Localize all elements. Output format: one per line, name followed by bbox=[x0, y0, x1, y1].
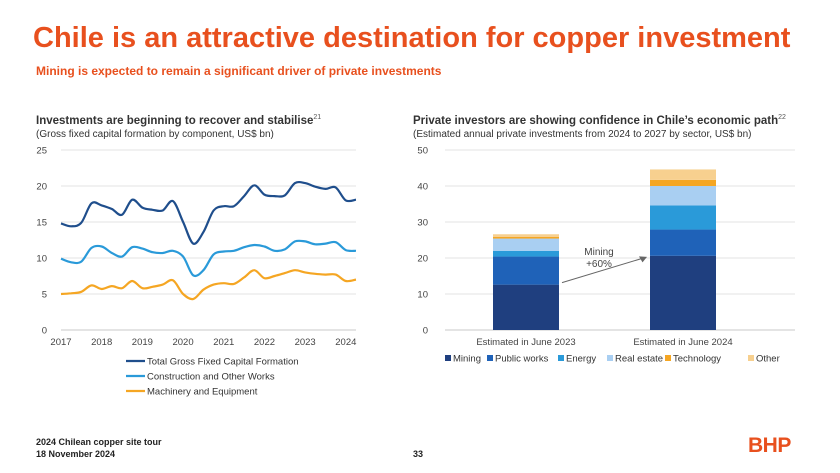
annotation-arrow bbox=[561, 257, 645, 284]
footer-date: 18 November 2024 bbox=[36, 449, 116, 459]
series-line-3 bbox=[60, 269, 357, 301]
left-chart-subtitle: (Gross fixed capital formation by compon… bbox=[36, 129, 274, 140]
bhp-logo: BHP bbox=[748, 434, 791, 457]
right-chart-subtitle: (Estimated annual private investments fr… bbox=[413, 129, 752, 140]
series-line-1 bbox=[60, 180, 357, 245]
right-chart-footnote-ref: 22 bbox=[778, 114, 786, 121]
y-tick-label: 10 bbox=[417, 290, 428, 301]
y-tick-label: 0 bbox=[423, 326, 428, 337]
annotation-label: +60% bbox=[586, 259, 612, 270]
y-tick-label: 40 bbox=[417, 182, 428, 193]
right-chart-title-text: Private investors are showing confidence… bbox=[413, 114, 779, 127]
legend-swatch bbox=[445, 355, 451, 361]
annotation-label: Mining bbox=[584, 247, 613, 258]
y-tick-label: 5 bbox=[42, 290, 47, 301]
x-tick-label: 2021 bbox=[213, 337, 234, 348]
page-number: 33 bbox=[413, 449, 424, 459]
right-chart-title: Private investors are showing confidence… bbox=[413, 114, 786, 127]
y-tick-label: 15 bbox=[36, 218, 47, 229]
legend-label: Energy bbox=[566, 354, 596, 365]
y-tick-label: 25 bbox=[36, 146, 47, 157]
legend-swatch bbox=[748, 355, 754, 361]
legend-swatch bbox=[558, 355, 564, 361]
y-tick-label: 20 bbox=[417, 254, 428, 265]
x-category-label: Estimated in June 2024 bbox=[633, 337, 732, 348]
page-subtitle: Mining is expected to remain a significa… bbox=[36, 64, 442, 78]
legend-label: Other bbox=[756, 354, 780, 365]
y-tick-label: 0 bbox=[42, 326, 47, 337]
annotation-arrowhead bbox=[639, 256, 647, 263]
x-tick-label: 2017 bbox=[50, 337, 71, 348]
x-tick-label: 2020 bbox=[172, 337, 193, 348]
legend-label: Public works bbox=[495, 354, 549, 365]
bar-segment bbox=[493, 236, 559, 239]
line-chart: 0 5 10 15 20 25 2017 2018 2019 2020 2021 2022 2023 20… bbox=[36, 146, 357, 398]
y-tick-label: 50 bbox=[417, 146, 428, 157]
bar-segment bbox=[493, 256, 559, 285]
bar-segment bbox=[493, 250, 559, 257]
bar-segment bbox=[493, 284, 559, 330]
legend-label: Technology bbox=[673, 354, 721, 365]
bar-segment bbox=[650, 205, 716, 230]
bar-segment bbox=[493, 238, 559, 251]
page-title: Chile is an attractive destination for c… bbox=[33, 22, 791, 54]
legend-label: Total Gross Fixed Capital Formation bbox=[147, 357, 299, 368]
x-tick-label: 2022 bbox=[254, 337, 275, 348]
bar-segment bbox=[650, 179, 716, 186]
legend-swatch bbox=[665, 355, 671, 361]
legend-swatch bbox=[607, 355, 613, 361]
y-tick-label: 10 bbox=[36, 254, 47, 265]
x-tick-label: 2018 bbox=[91, 337, 112, 348]
bar-segment bbox=[650, 169, 716, 180]
x-tick-label: 2023 bbox=[295, 337, 316, 348]
x-tick-label: 2024 bbox=[335, 337, 356, 348]
left-chart-title: Investments are beginning to recover and… bbox=[36, 114, 321, 127]
legend-swatch bbox=[487, 355, 493, 361]
y-tick-label: 20 bbox=[36, 182, 47, 193]
bar-segment bbox=[493, 234, 559, 237]
stacked-bar-chart: 0 10 20 30 40 50 Estimated in June 2023 Estimat… bbox=[417, 146, 795, 365]
bar-segment bbox=[650, 229, 716, 256]
footer-event: 2024 Chilean copper site tour bbox=[36, 437, 162, 447]
series-line-2 bbox=[60, 239, 357, 278]
left-chart-title-text: Investments are beginning to recover and… bbox=[36, 114, 314, 127]
legend-label: Machinery and Equipment bbox=[147, 387, 258, 398]
bar-segment bbox=[650, 255, 716, 330]
legend-label: Mining bbox=[453, 354, 481, 365]
legend-label: Construction and Other Works bbox=[147, 372, 275, 383]
x-category-label: Estimated in June 2023 bbox=[476, 337, 575, 348]
bar-segment bbox=[650, 186, 716, 206]
x-tick-label: 2019 bbox=[132, 337, 153, 348]
legend-label: Real estate bbox=[615, 354, 663, 365]
left-chart-footnote-ref: 21 bbox=[313, 114, 322, 121]
y-tick-label: 30 bbox=[417, 218, 428, 229]
